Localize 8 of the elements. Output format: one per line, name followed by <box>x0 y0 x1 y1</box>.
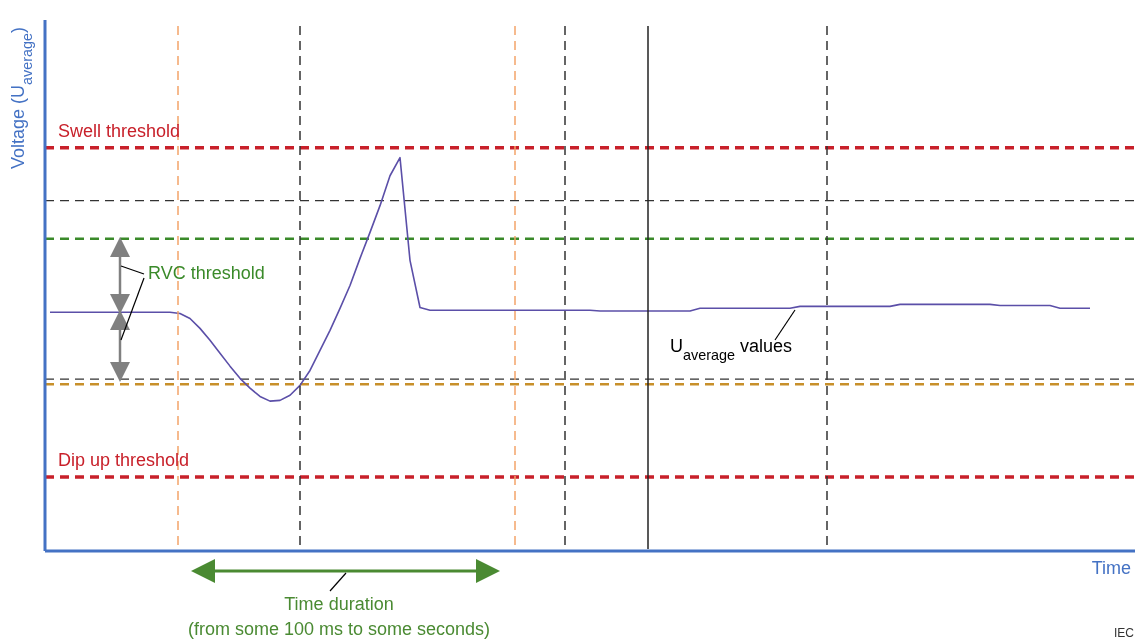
text: Time duration <box>284 594 394 614</box>
annotation: RVC threshold <box>148 263 265 283</box>
annotation: U$_{average}$ values <box>670 336 793 363</box>
text: IEC <box>1113 626 1135 640</box>
x-axis-title: Time <box>1091 558 1131 578</box>
ref-line-label: Swell threshold <box>58 120 181 141</box>
text: (from some 100 ms to some seconds) <box>187 619 491 639</box>
ref-line-label: Dip up threshold <box>58 450 190 471</box>
